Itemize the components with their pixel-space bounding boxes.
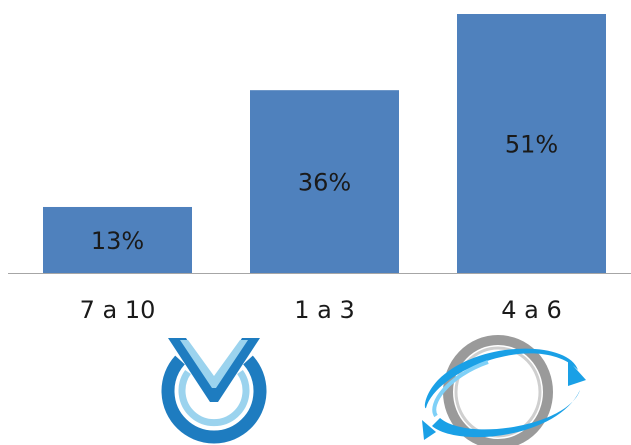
clock-v-logo-icon xyxy=(158,330,270,445)
data-label-0: 13% xyxy=(91,227,144,255)
x-tick-label-1: 1 a 3 xyxy=(294,296,355,324)
x-tick-label-0: 7 a 10 xyxy=(80,296,156,324)
bar-0 xyxy=(43,206,192,273)
x-tick-label-2: 4 a 6 xyxy=(501,296,562,324)
orbit-globe-logo-icon xyxy=(418,330,588,445)
bar-1 xyxy=(250,90,399,273)
data-label-1: 36% xyxy=(298,169,351,197)
bar-2 xyxy=(457,14,606,273)
data-label-2: 51% xyxy=(505,131,558,159)
